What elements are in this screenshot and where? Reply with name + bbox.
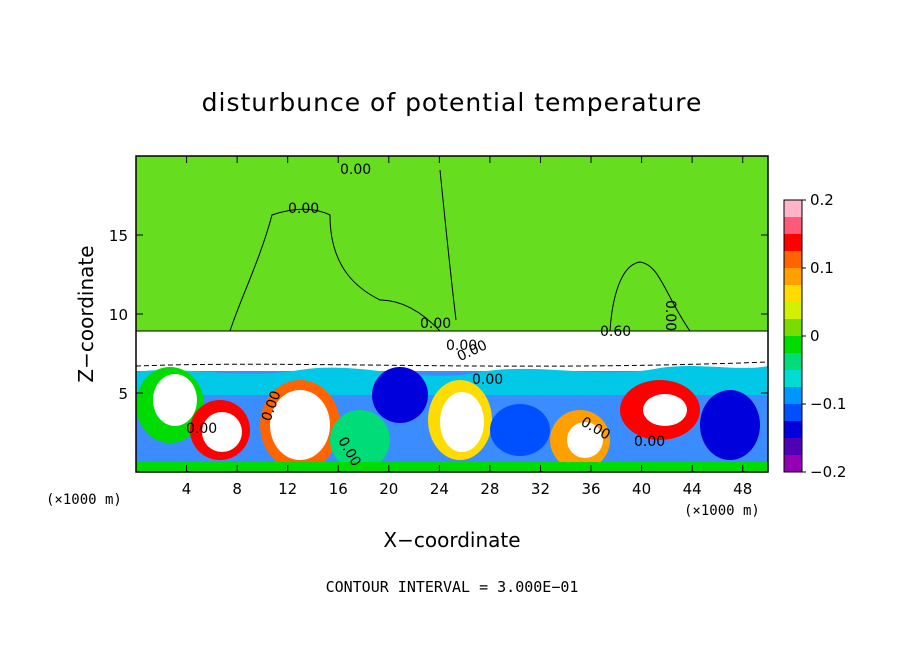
contour-label: 0.00 (662, 300, 678, 331)
x-tick-label: 24 (430, 480, 449, 498)
x-tick-label: 28 (480, 480, 499, 498)
colorbar-swatch (784, 370, 802, 388)
x-tick-label: 44 (683, 480, 702, 498)
x-tick-label: 36 (581, 480, 600, 498)
x-axis-title: X−coordinate (383, 528, 520, 552)
x-unit-left: (×1000 m) (46, 492, 122, 508)
x-tick-label: 12 (278, 480, 297, 498)
colorbar-swatch (784, 319, 802, 337)
y-axis-title: Z−coordinate (74, 245, 98, 382)
contour-labels: 0.00 0.00 0.00 0.00 0.60 0.00 0.00 0.00 … (186, 162, 678, 469)
x-tick-label: 20 (379, 480, 398, 498)
colorbar-swatch (784, 251, 802, 269)
x-tick-label: 40 (632, 480, 651, 498)
colorbar-swatch (784, 336, 802, 354)
x-tick-label: 8 (232, 480, 242, 498)
contour-label: 0.00 (634, 434, 665, 450)
contour-label: 0.00 (472, 372, 503, 388)
y-tick-label: 15 (109, 227, 128, 245)
contour-label: 0.00 (446, 338, 477, 354)
colorbar-tick-label: −0.1 (810, 395, 846, 413)
contour-label: 0.00 (186, 421, 217, 437)
colorbar-swatch (784, 438, 802, 456)
colorbar-swatch (784, 234, 802, 252)
contour-label: 0.60 (600, 324, 631, 340)
colorbar-swatch (784, 285, 802, 303)
colorbar-tick-label: 0.1 (810, 259, 834, 277)
colorbar-swatch (784, 268, 802, 286)
colorbar-frame (783, 199, 803, 473)
colorbar-tick-label: 0.2 (810, 191, 834, 209)
y-tick-label: 10 (109, 306, 128, 324)
colorbar: 0.2 0.1 0 −0.1 −0.2 (784, 191, 846, 481)
colorbar-swatch (784, 387, 802, 405)
x-tick-label: 4 (182, 480, 192, 498)
plot-area: 0.00 0.00 0.00 0.00 0.60 0.00 0.00 0.00 … (136, 156, 768, 472)
x-tick-label: 48 (733, 480, 752, 498)
colorbar-swatch (784, 421, 802, 439)
contour-label: 0.00 (288, 201, 319, 217)
colorbar-swatch (784, 353, 802, 371)
y-axis: 5 10 15 (109, 227, 768, 403)
chart-title: disturbunce of potential temperature (202, 88, 703, 117)
x-axis: 4 8 12 16 20 24 28 32 36 40 44 48 (182, 156, 752, 498)
contour-label: 0.00 (340, 162, 371, 178)
colorbar-swatch (784, 404, 802, 422)
colorbar-tick-label: −0.2 (810, 463, 846, 481)
colorbar-tick-label: 0 (810, 327, 820, 345)
x-tick-label: 32 (531, 480, 550, 498)
x-tick-label: 16 (329, 480, 348, 498)
x-unit-right: (×1000 m) (684, 503, 760, 519)
contour-label: 0.00 (420, 316, 451, 332)
colorbar-swatch (784, 200, 802, 218)
colorbar-swatch (784, 455, 802, 473)
colorbar-swatch (784, 302, 802, 320)
turbulent-layer (136, 331, 768, 472)
contour-interval-footer: CONTOUR INTERVAL = 3.000E−01 (326, 578, 579, 596)
y-tick-label: 5 (118, 385, 128, 403)
colorbar-swatch (784, 217, 802, 235)
contour-lines (136, 169, 768, 367)
